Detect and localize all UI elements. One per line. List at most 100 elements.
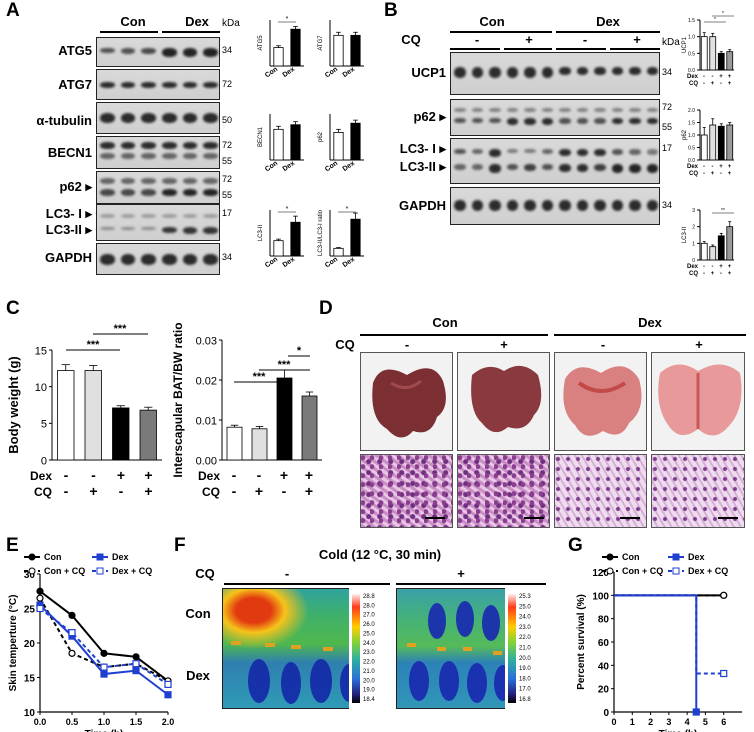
- row-sign: +: [711, 171, 715, 177]
- bar-chart-A-LC3II: LC3-II: [258, 210, 304, 257]
- band: [506, 200, 518, 211]
- blot-label: UCP1: [411, 65, 446, 80]
- band: [182, 48, 198, 57]
- data-point: [100, 670, 108, 678]
- scale-label: 22.0: [363, 660, 375, 666]
- panel-label-f: F: [174, 535, 186, 556]
- scale-label: 20.0: [363, 678, 375, 684]
- band: [162, 82, 177, 88]
- row-sign: -: [257, 467, 262, 483]
- band: [203, 178, 218, 184]
- row-sign: +: [711, 81, 715, 87]
- row-sign: -: [64, 467, 69, 483]
- y-axis-label: LC3-II/LC3-I ratio: [318, 209, 324, 256]
- sig-star: *: [286, 206, 289, 213]
- band: [629, 67, 641, 75]
- bar: [333, 247, 344, 257]
- blot-label: BECN1: [47, 145, 92, 160]
- cq-sign-d-3: -: [600, 337, 606, 352]
- data-point: [68, 629, 76, 637]
- y-tick-label: 20: [24, 639, 36, 650]
- series-line-3: [614, 594, 724, 675]
- scale-label: 25.0: [363, 631, 375, 637]
- kda-label-b: kDa: [662, 37, 680, 48]
- cq-sign-d-1: -: [404, 337, 410, 352]
- band: [559, 67, 571, 75]
- data-point: [100, 649, 108, 657]
- data-point: [100, 663, 108, 671]
- band: [100, 227, 115, 230]
- band: [541, 149, 553, 154]
- row-label: Dex: [30, 469, 52, 483]
- row-sign: -: [720, 171, 722, 177]
- x-tick-label: 6: [721, 717, 726, 727]
- mw-marker: 17: [222, 207, 233, 218]
- data-point: [692, 708, 700, 716]
- band: [162, 227, 177, 233]
- data-point: [68, 649, 76, 657]
- band: [141, 82, 156, 88]
- y-tick-label: 1.0: [688, 133, 695, 139]
- band: [454, 67, 466, 78]
- panel-label-a: A: [6, 0, 20, 21]
- row-label-con-f: Con: [185, 606, 211, 621]
- scale-label: 27.0: [363, 613, 375, 619]
- legend-marker: [28, 553, 36, 561]
- bar: [273, 240, 284, 257]
- band: [120, 153, 136, 159]
- group-label-con: Con: [120, 14, 146, 29]
- panel-label-b: B: [384, 0, 398, 21]
- blot-label: p62 ▸: [413, 109, 446, 124]
- band: [506, 149, 518, 153]
- cq-sign-b-2: +: [525, 32, 533, 47]
- band: [594, 118, 606, 124]
- band: [524, 149, 536, 153]
- band: [162, 142, 177, 149]
- y-tick-label: 0.03: [196, 335, 217, 347]
- cq-line-4: [610, 48, 660, 50]
- scale-bar-3: [620, 517, 640, 519]
- bar-chart-B-LC3II: 0 1 2 3 LC3-II: [682, 208, 734, 264]
- band: [524, 108, 536, 112]
- sig-star: *: [722, 11, 724, 17]
- data-point: [164, 680, 172, 688]
- band: [141, 227, 156, 230]
- row-sign: -: [703, 264, 705, 270]
- x-tick-label: Con: [324, 256, 339, 270]
- y-axis-label: Interscapular BAT/BW ratio: [171, 322, 185, 477]
- legend-marker: [606, 553, 614, 561]
- band: [559, 108, 571, 112]
- group-label-dex-b: Dex: [596, 14, 620, 29]
- scale-label: 22.0: [519, 635, 531, 641]
- scale-bar-4: [718, 517, 738, 519]
- row-sign: +: [719, 74, 723, 80]
- band: [100, 48, 115, 53]
- blot-strip: [450, 99, 660, 136]
- y-tick-label: 0: [692, 258, 695, 264]
- band: [541, 118, 553, 125]
- blot-label: GAPDH: [399, 198, 446, 213]
- bar: [726, 51, 734, 71]
- y-tick-label: 40: [598, 661, 610, 672]
- band: [471, 108, 483, 112]
- mw-marker: 72: [222, 79, 233, 89]
- cq-line-f-1: [224, 583, 390, 585]
- group-label-con-d: Con: [432, 315, 458, 330]
- band: [203, 227, 218, 234]
- band: [594, 149, 606, 156]
- band: [524, 164, 536, 171]
- legend-marker: [606, 567, 614, 575]
- row-sign: +: [144, 483, 152, 499]
- band: [541, 200, 553, 211]
- band: [506, 164, 518, 170]
- mw-marker: 72: [222, 174, 233, 184]
- legend-label: Dex: [112, 552, 129, 562]
- scale-bar-2: [524, 517, 544, 519]
- band: [611, 200, 623, 211]
- legend-marker: [96, 553, 104, 561]
- y-axis-label: Body weight (g): [6, 356, 21, 454]
- bar: [290, 28, 301, 67]
- x-tick-label: 1.5: [130, 717, 143, 727]
- band: [120, 113, 136, 123]
- y-tick-label: 3: [692, 208, 695, 214]
